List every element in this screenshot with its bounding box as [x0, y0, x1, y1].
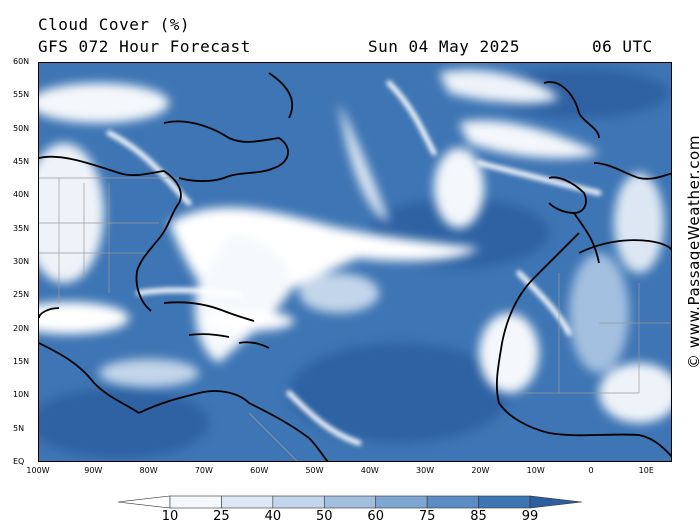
legend-swatch	[118, 495, 171, 509]
lat-label: 45N	[13, 157, 30, 166]
legend-level: 50	[316, 509, 333, 524]
lat-label: 25N	[13, 290, 30, 300]
legend-level: 25	[213, 509, 230, 524]
watermark: © www.PassageWeather.com	[685, 134, 700, 369]
lon-label: 0	[588, 466, 594, 475]
lat-label: EQ	[13, 457, 25, 466]
lon-label: 50W	[305, 466, 324, 475]
lat-label: 55N	[13, 90, 30, 100]
forecast-date: Sun 04 May 2025	[368, 37, 520, 56]
lat-label: 15N	[13, 357, 30, 366]
lon-label: 30W	[416, 466, 435, 475]
lon-label: 100W	[26, 466, 50, 475]
country-borders	[39, 177, 671, 461]
legend-swatch	[529, 495, 582, 509]
map-canvas	[39, 63, 671, 461]
lon-label: 40W	[360, 466, 379, 475]
map-title: Cloud Cover (%)	[38, 15, 190, 34]
color-legend	[118, 495, 582, 509]
legend-swatch	[375, 495, 428, 509]
legend-swatch	[478, 495, 531, 509]
legend-swatch	[221, 495, 274, 509]
cloud-streaks	[106, 80, 602, 446]
legend-swatch	[426, 495, 479, 509]
clear-sky-areas	[39, 69, 671, 423]
forecast-time: 06 UTC	[592, 37, 653, 56]
legend-level: 60	[367, 509, 384, 524]
cloud-cover-map	[38, 62, 672, 462]
lat-label: 60N	[13, 57, 30, 66]
lon-label: 90W	[84, 466, 103, 475]
lat-label: 10N	[13, 390, 30, 400]
coastlines	[39, 72, 671, 461]
lat-label: 20N	[13, 323, 30, 333]
lat-label: 5N	[13, 423, 25, 433]
legend-level: 85	[470, 509, 487, 524]
lon-label: 10E	[638, 466, 654, 475]
lat-label: 35N	[13, 223, 30, 233]
legend-level: 75	[418, 509, 436, 524]
legend-swatch	[323, 495, 377, 509]
legend-level: 99	[521, 509, 539, 524]
lat-label: 50N	[13, 123, 30, 133]
lon-label: 20W	[471, 466, 490, 475]
legend-swatch	[272, 495, 325, 509]
lon-label: 10W	[526, 466, 545, 475]
lon-label: 70W	[194, 466, 213, 475]
lon-label: 60W	[250, 466, 269, 475]
legend-level: 10	[161, 509, 179, 524]
legend-swatch	[169, 495, 222, 509]
lat-label: 30N	[13, 257, 30, 266]
lon-label: 80W	[139, 466, 158, 475]
forecast-label: GFS 072 Hour Forecast	[38, 37, 251, 56]
lat-label: 40N	[13, 190, 30, 200]
legend-level: 40	[264, 509, 282, 524]
